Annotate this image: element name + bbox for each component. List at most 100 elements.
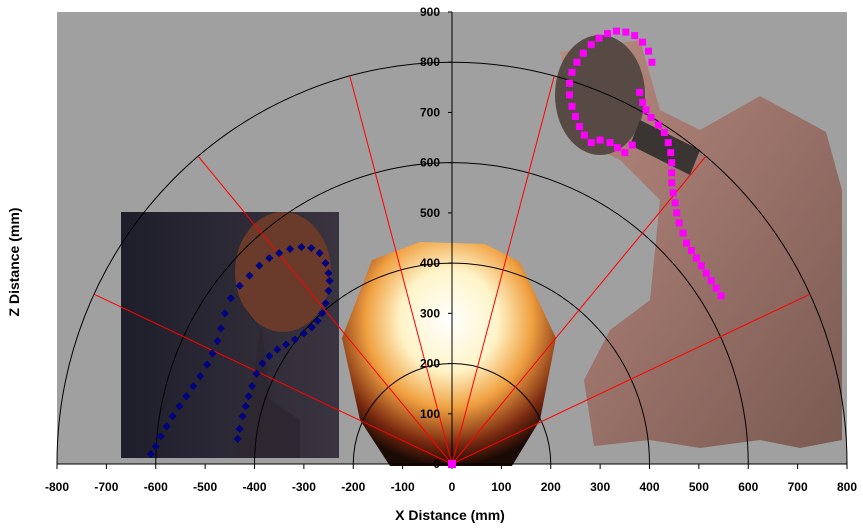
data-point (566, 91, 574, 99)
data-point (307, 244, 316, 253)
data-point (248, 382, 257, 391)
data-point (639, 38, 647, 46)
angle-ray (451, 293, 811, 465)
data-point (315, 249, 324, 258)
data-point (668, 169, 676, 177)
data-point (235, 424, 244, 433)
data-point (645, 47, 653, 55)
y-tick-label: 700 (420, 105, 440, 119)
data-point (669, 189, 677, 197)
data-point (203, 360, 212, 369)
data-point (595, 34, 603, 42)
data-point (613, 144, 621, 152)
x-tick-label: -700 (94, 480, 118, 494)
data-point (321, 259, 330, 268)
data-point (579, 49, 587, 57)
data-point (241, 402, 250, 411)
data-point (175, 402, 184, 411)
data-point (275, 249, 284, 258)
y-tick-labels: 0 100 200 300 400 500 600 700 800 900 (420, 5, 440, 471)
data-point (213, 336, 222, 345)
data-point (290, 335, 299, 344)
y-tick-label: 400 (420, 256, 440, 270)
data-point (604, 30, 612, 38)
x-tick-label: -200 (341, 480, 365, 494)
data-point (238, 412, 247, 421)
right-dummy-neck (630, 120, 700, 175)
y-tick-label: 200 (420, 357, 440, 371)
x-tick-label: -100 (391, 480, 415, 494)
data-point (622, 28, 630, 36)
data-point (168, 412, 177, 421)
data-point (156, 432, 165, 441)
angle-ray (349, 75, 453, 465)
data-point (717, 292, 725, 300)
data-point (707, 277, 715, 285)
data-point (580, 131, 588, 139)
data-point (189, 382, 198, 391)
y-tick-label: 500 (420, 206, 440, 220)
data-point (255, 261, 264, 270)
data-point (265, 254, 274, 263)
data-point (233, 434, 242, 443)
data-point (258, 359, 267, 368)
data-point (252, 369, 261, 378)
data-point (575, 123, 583, 131)
data-point (216, 324, 225, 333)
data-point (318, 309, 327, 318)
y-tick-label: 800 (420, 55, 440, 69)
data-point (321, 299, 330, 308)
data-point (324, 286, 333, 295)
data-point (273, 345, 282, 354)
angle-ray (93, 293, 453, 465)
y-tick-label: 100 (420, 407, 440, 421)
x-tick-label: 800 (837, 480, 857, 494)
angle-ray (451, 155, 707, 465)
data-point (642, 106, 650, 114)
data-point (286, 245, 295, 254)
data-point (587, 41, 595, 49)
data-point (648, 58, 656, 66)
x-tick-label: 500 (689, 480, 709, 494)
x-tick-label: 300 (590, 480, 610, 494)
data-point (573, 58, 581, 66)
data-point (687, 247, 695, 255)
data-point (324, 269, 333, 278)
series-square (566, 27, 725, 300)
x-tick-label: -800 (45, 480, 69, 494)
data-point (612, 27, 620, 35)
series-layer (146, 27, 725, 468)
data-point (235, 281, 244, 290)
origin-marker (448, 460, 456, 468)
data-point (220, 309, 229, 318)
data-point (325, 276, 334, 285)
data-point (299, 329, 308, 338)
angle-ray (451, 75, 555, 465)
data-point (566, 79, 574, 87)
x-tick-label: 0 (449, 480, 456, 494)
data-point (587, 139, 595, 147)
data-point (702, 269, 710, 277)
y-tick-label: 0 (433, 457, 440, 471)
data-point (660, 129, 668, 137)
blast-fireball (342, 242, 556, 466)
data-point (568, 68, 576, 76)
data-point (621, 149, 629, 157)
data-point (265, 352, 274, 361)
x-tick-label: 700 (788, 480, 808, 494)
x-tick-labels: -800 -700 -600 -500 -400 -300 -200 -100 0 100 200 3… (45, 480, 857, 494)
x-tick-label: 600 (738, 480, 758, 494)
data-point (668, 179, 676, 187)
data-point (631, 32, 639, 40)
data-point (606, 139, 614, 147)
data-point (647, 113, 655, 121)
data-point (675, 219, 683, 227)
data-point (226, 294, 235, 303)
data-point (692, 254, 700, 262)
y-tick-label: 300 (420, 306, 440, 320)
data-point (297, 243, 306, 252)
series-diamond (146, 243, 334, 458)
x-tick-label: -600 (144, 480, 168, 494)
